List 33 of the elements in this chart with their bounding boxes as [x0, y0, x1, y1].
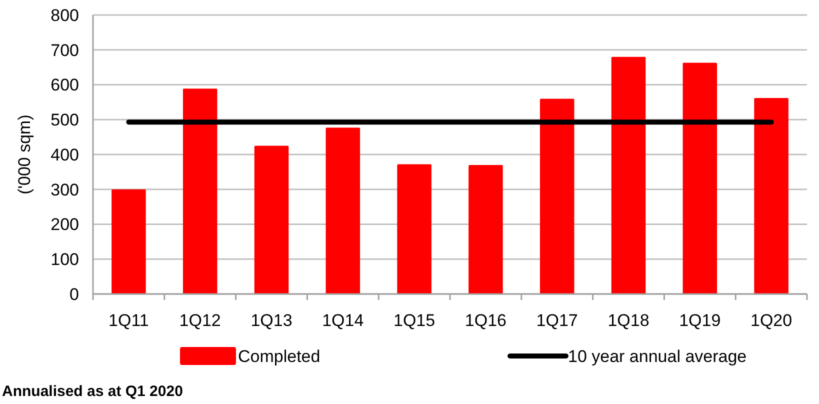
x-tick-label: 1Q14: [322, 311, 364, 330]
bar: [326, 128, 360, 294]
y-tick-label: 700: [50, 40, 79, 60]
y-tick-label: 200: [50, 215, 79, 234]
bar: [397, 164, 432, 294]
bar: [112, 189, 146, 294]
x-tick-label: 1Q11: [108, 311, 149, 330]
legend-label: 10 year annual average: [568, 347, 747, 366]
text: Annualised as at Q1 2020: [2, 383, 183, 400]
y-tick-label: 300: [50, 180, 79, 200]
x-tick-label: 1Q15: [394, 311, 436, 330]
legend-label: Completed: [238, 347, 320, 366]
x-tick-label: 1Q17: [536, 311, 578, 330]
bar: [254, 146, 289, 294]
bar: [540, 98, 574, 294]
x-tick-label: 1Q18: [608, 311, 650, 330]
x-tick-label: 1Q13: [250, 311, 292, 330]
bar: [754, 98, 788, 294]
y-tick-label: 600: [50, 76, 79, 95]
x-tick-label: 1Q16: [464, 311, 506, 330]
bar: [468, 164, 503, 294]
y-tick-label: 500: [50, 110, 79, 130]
x-tick-label: 1Q19: [679, 311, 721, 330]
bar: [611, 56, 646, 294]
y-tick-label: 100: [50, 250, 79, 270]
x-tick-label: 1Q20: [750, 311, 792, 330]
bar: [682, 62, 718, 294]
y-axis-title: ('000 sqm): [15, 114, 34, 194]
x-tick-label: 1Q12: [179, 311, 221, 330]
y-tick-label: 800: [50, 6, 79, 25]
bar: [182, 88, 218, 294]
y-tick-label: 0: [70, 284, 79, 304]
y-tick-label: 400: [50, 145, 79, 164]
